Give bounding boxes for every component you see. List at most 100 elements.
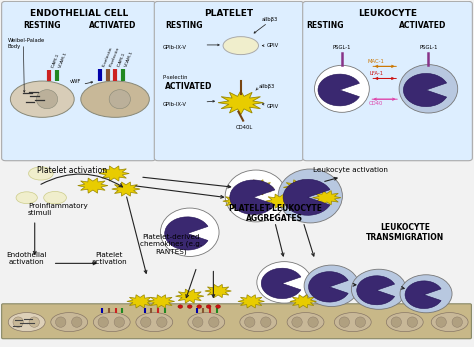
Ellipse shape	[136, 313, 173, 332]
Ellipse shape	[10, 81, 74, 117]
Ellipse shape	[28, 167, 53, 180]
Text: Platelet
activation: Platelet activation	[91, 252, 127, 265]
Text: VCAM-1: VCAM-1	[58, 51, 68, 69]
Text: Weibel-Palade
Body: Weibel-Palade Body	[8, 39, 45, 49]
Text: P-selectin: P-selectin	[163, 75, 188, 80]
Text: PSGL-1: PSGL-1	[419, 45, 438, 50]
Ellipse shape	[245, 317, 255, 327]
Ellipse shape	[225, 170, 287, 222]
Text: ACTIVATED: ACTIVATED	[165, 82, 212, 91]
Ellipse shape	[452, 317, 463, 327]
Ellipse shape	[13, 317, 23, 327]
Text: E-selectin: E-selectin	[101, 46, 113, 68]
Text: RESTING: RESTING	[165, 22, 203, 31]
Ellipse shape	[156, 317, 167, 327]
Ellipse shape	[8, 313, 45, 332]
Ellipse shape	[192, 317, 203, 327]
Ellipse shape	[351, 269, 406, 309]
Wedge shape	[403, 74, 447, 107]
Ellipse shape	[308, 317, 318, 327]
Ellipse shape	[197, 305, 201, 308]
Polygon shape	[175, 289, 204, 303]
Text: PLATELET-LEUKOCYTE
AGGREGATES: PLATELET-LEUKOCYTE AGGREGATES	[228, 204, 322, 223]
Ellipse shape	[278, 169, 342, 223]
Ellipse shape	[292, 317, 302, 327]
Wedge shape	[230, 180, 275, 214]
Ellipse shape	[29, 317, 39, 327]
Ellipse shape	[72, 317, 82, 327]
Ellipse shape	[216, 305, 220, 308]
Ellipse shape	[431, 313, 468, 332]
Ellipse shape	[16, 192, 37, 204]
Ellipse shape	[141, 317, 151, 327]
Ellipse shape	[206, 305, 211, 308]
Text: MAC-1: MAC-1	[368, 59, 385, 64]
Polygon shape	[99, 166, 129, 181]
Wedge shape	[309, 272, 348, 302]
Text: ICAM-1: ICAM-1	[117, 52, 126, 68]
Ellipse shape	[436, 317, 447, 327]
Ellipse shape	[44, 192, 66, 204]
Ellipse shape	[339, 317, 349, 327]
Polygon shape	[218, 91, 264, 115]
Ellipse shape	[188, 313, 225, 332]
Wedge shape	[164, 217, 208, 250]
Wedge shape	[261, 268, 301, 299]
Ellipse shape	[261, 317, 271, 327]
Wedge shape	[318, 74, 359, 106]
Ellipse shape	[36, 90, 58, 109]
Polygon shape	[313, 191, 341, 205]
Ellipse shape	[109, 90, 130, 109]
Ellipse shape	[114, 317, 125, 327]
Text: GPIV: GPIV	[267, 43, 279, 48]
Text: CD40L: CD40L	[236, 125, 253, 130]
Wedge shape	[283, 179, 330, 215]
Ellipse shape	[386, 313, 423, 332]
Text: Proinflammatory
stimuli: Proinflammatory stimuli	[28, 203, 88, 216]
Ellipse shape	[240, 313, 277, 332]
Text: PLATELET: PLATELET	[204, 9, 254, 18]
Text: LFA-1: LFA-1	[369, 71, 383, 76]
Polygon shape	[283, 180, 314, 195]
Text: GPIb-IX-V: GPIb-IX-V	[163, 45, 187, 50]
Ellipse shape	[399, 65, 458, 113]
Text: ACTIVATED: ACTIVATED	[399, 22, 446, 31]
FancyBboxPatch shape	[155, 1, 304, 161]
Ellipse shape	[93, 313, 130, 332]
Text: ICAM-1: ICAM-1	[51, 53, 60, 69]
Ellipse shape	[209, 317, 219, 327]
Text: RESTING: RESTING	[23, 22, 61, 31]
Polygon shape	[148, 295, 174, 308]
Ellipse shape	[223, 37, 258, 54]
Ellipse shape	[257, 262, 312, 303]
Text: RESTING: RESTING	[307, 22, 344, 31]
Text: P-selectin: P-selectin	[109, 46, 120, 68]
Ellipse shape	[51, 313, 88, 332]
Polygon shape	[265, 194, 294, 208]
Ellipse shape	[400, 275, 452, 313]
Polygon shape	[223, 194, 251, 208]
Polygon shape	[238, 295, 264, 308]
Text: VCAM-1: VCAM-1	[124, 50, 134, 68]
Ellipse shape	[287, 313, 324, 332]
Text: Endothelial
activation: Endothelial activation	[7, 252, 47, 265]
Ellipse shape	[178, 305, 182, 308]
Polygon shape	[205, 285, 231, 298]
Ellipse shape	[334, 313, 371, 332]
Ellipse shape	[98, 317, 109, 327]
Text: Platelet-derived
chemokines (e.g.
RANTES): Platelet-derived chemokines (e.g. RANTES…	[140, 234, 202, 255]
Text: ENDOTHELIAL CELL: ENDOTHELIAL CELL	[29, 9, 128, 18]
Ellipse shape	[81, 81, 149, 117]
Ellipse shape	[187, 305, 192, 308]
Ellipse shape	[407, 317, 418, 327]
FancyBboxPatch shape	[303, 1, 473, 161]
Ellipse shape	[304, 265, 359, 306]
Text: ACTIVATED: ACTIVATED	[89, 22, 136, 31]
Text: LEUKOCYTE
TRANSMIGRATION: LEUKOCYTE TRANSMIGRATION	[365, 222, 444, 242]
Wedge shape	[357, 276, 394, 305]
Text: vWF: vWF	[70, 79, 81, 84]
Polygon shape	[290, 295, 317, 308]
Text: LEUKOCYTE: LEUKOCYTE	[358, 9, 417, 18]
Text: GPIb-IX-V: GPIb-IX-V	[163, 102, 187, 107]
Text: Platelet activation: Platelet activation	[36, 166, 107, 175]
